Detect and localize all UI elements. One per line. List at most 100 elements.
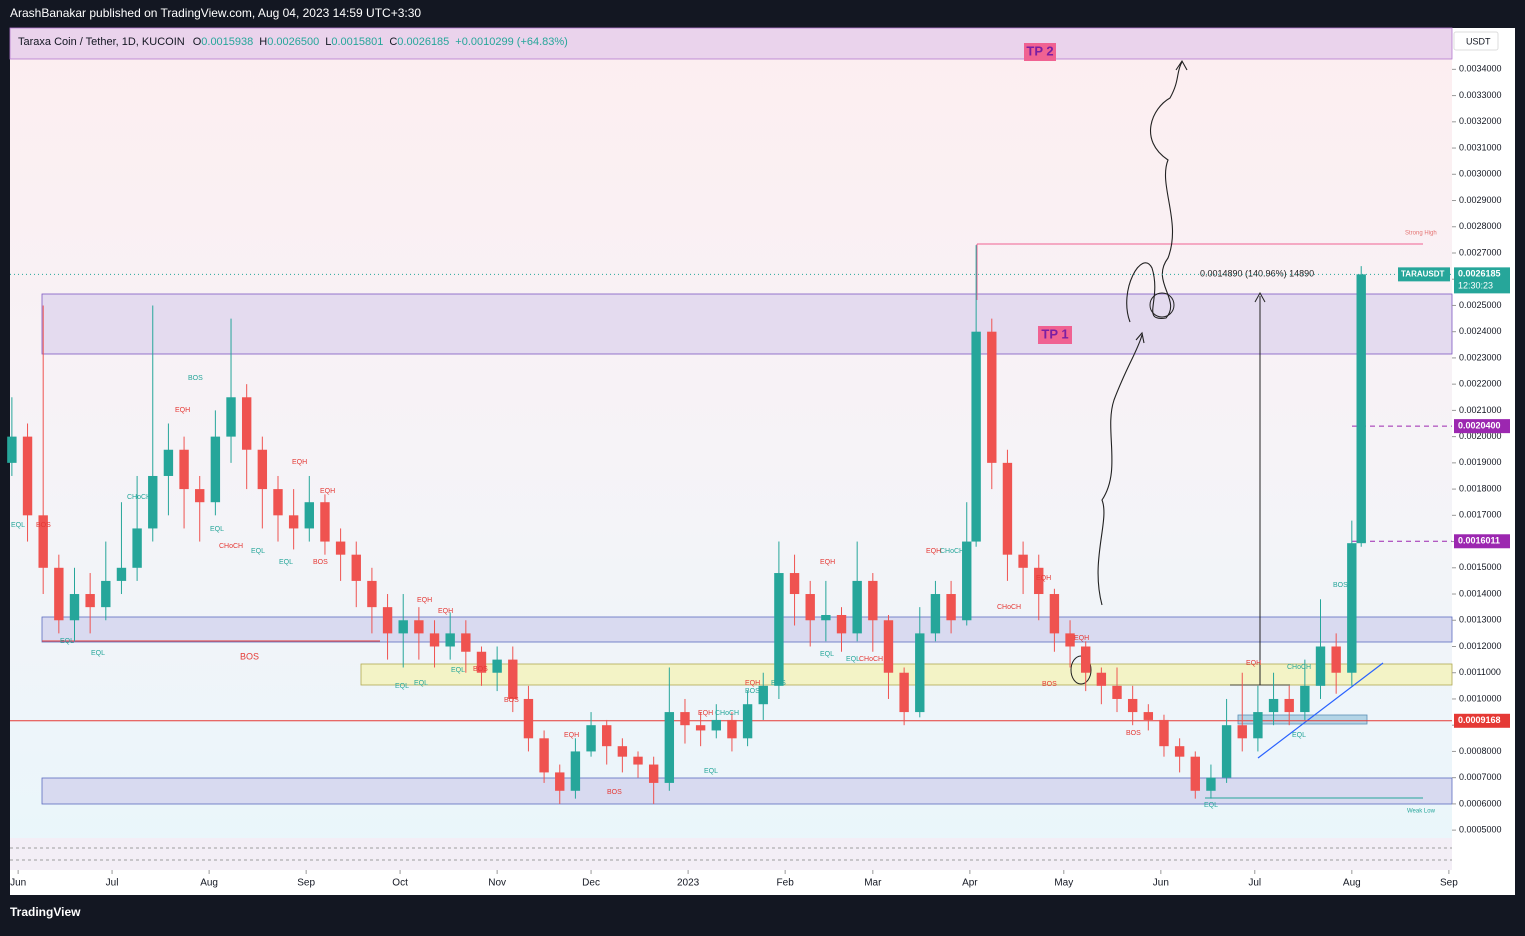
smc-label: EQL (279, 559, 293, 566)
candle-body (1018, 554, 1028, 568)
candle-body (1159, 719, 1169, 747)
smc-label: BOS (240, 651, 259, 661)
x-tick-label: May (1054, 878, 1073, 889)
y-tick-label: 0.0011000 (1459, 667, 1501, 677)
y-tick-label: 0.0029000 (1459, 195, 1502, 205)
x-tick-label: Jun (10, 878, 26, 889)
candle-body (852, 580, 862, 634)
y-tick-label: 0.0014000 (1459, 588, 1502, 598)
candle-body (539, 738, 549, 773)
smc-label: CHoCH (1287, 664, 1311, 671)
zone (41, 616, 1453, 643)
candle-body (288, 515, 299, 529)
smc-label: EQH (438, 608, 453, 615)
candle-body (1237, 725, 1247, 739)
candle-body (868, 580, 878, 621)
legend-key: C (389, 36, 397, 48)
candle-body (1112, 685, 1122, 699)
smc-label: CHoCH (997, 604, 1021, 611)
smc-label: BOS (504, 697, 519, 704)
candle-body (257, 449, 268, 490)
candle-body (1221, 725, 1232, 778)
candle-body (241, 397, 252, 450)
x-tick-label: Jul (1248, 878, 1261, 889)
currency-button[interactable] (1453, 31, 1499, 51)
candle-body (210, 436, 221, 503)
candle-body (1002, 462, 1013, 555)
x-tick-label: Aug (200, 878, 218, 889)
legend-change: +0.0010299 (+64.83%) (455, 36, 568, 48)
smc-label: BOS (607, 789, 622, 796)
candle-body (1174, 746, 1185, 757)
candle-body (1315, 646, 1326, 686)
candle-body (680, 712, 690, 726)
price-tag-label: 0.0009168 (1458, 715, 1501, 725)
y-tick-label: 0.0007000 (1459, 772, 1502, 782)
price-axis (1452, 28, 1515, 870)
candle-body (304, 502, 314, 529)
tp2-label: TP 2 (1026, 43, 1053, 58)
candle-body (664, 712, 675, 783)
plot-background (10, 28, 1452, 870)
candle-body (1356, 274, 1366, 544)
candle-body (821, 615, 831, 621)
smc-label: BOS (745, 688, 760, 695)
y-tick-label: 0.0033000 (1459, 90, 1502, 100)
currency: USDT (1466, 36, 1491, 46)
smc-label: EQL (451, 667, 465, 674)
candle-body (523, 698, 534, 739)
candle-body (899, 672, 909, 713)
candle-body (414, 620, 424, 634)
y-tick-label: 0.0024000 (1459, 326, 1502, 336)
candle-body (273, 489, 283, 516)
candle-body (1081, 646, 1091, 673)
candle-body (398, 620, 408, 634)
candle-body (7, 436, 17, 463)
smc-label: EQH (1036, 575, 1051, 582)
smc-label: EQL (395, 683, 409, 690)
candle-body (226, 397, 236, 437)
x-tick-label: Oct (392, 878, 408, 889)
candle-body (195, 489, 205, 503)
candle-body (971, 331, 981, 542)
tp1-label: TP 1 (1041, 326, 1068, 341)
tp2-tag (1024, 43, 1056, 61)
legend-key: L (325, 36, 331, 48)
candle-body (22, 436, 33, 516)
smc-label: EQH (926, 548, 941, 555)
smc-label: EQH (320, 488, 335, 495)
candle-body (555, 772, 565, 791)
price-tag (1454, 713, 1510, 728)
ticker-label: TARAUSDT (1401, 269, 1445, 278)
last-price-label: 0.0026185 (1458, 269, 1501, 279)
smc-label: CHoCH (940, 548, 964, 555)
candle-body (1065, 633, 1075, 647)
y-tick-label: 0.0023000 (1459, 352, 1502, 362)
arrow-head (1254, 291, 1266, 303)
x-tick-label: 2023 (677, 878, 700, 889)
candle-body (461, 633, 471, 652)
demand-zone (41, 777, 1453, 805)
candle-body (570, 751, 581, 791)
candle-body (602, 725, 612, 747)
smc-label: BOS (771, 680, 786, 687)
candle-body (1049, 594, 1060, 634)
circle-drawing (1070, 655, 1092, 685)
candle-body (774, 573, 784, 686)
smc-label: EQH (564, 732, 579, 739)
candle-body (1347, 543, 1357, 673)
smc-label: BOS (1126, 730, 1141, 737)
rsi-pane (10, 838, 1452, 870)
smc-label: EQL (414, 680, 428, 687)
smc-label: EQL (846, 656, 860, 663)
smc-label: BOS (473, 666, 488, 673)
smc-label: EQH (1246, 660, 1261, 667)
legend-value: 0.0015938 (201, 36, 253, 48)
smc-label: CHoCH (127, 494, 151, 501)
candle-body (695, 725, 706, 731)
smc-label: EQH (417, 597, 432, 604)
candle-body (1034, 567, 1044, 595)
candle-body (727, 719, 737, 739)
